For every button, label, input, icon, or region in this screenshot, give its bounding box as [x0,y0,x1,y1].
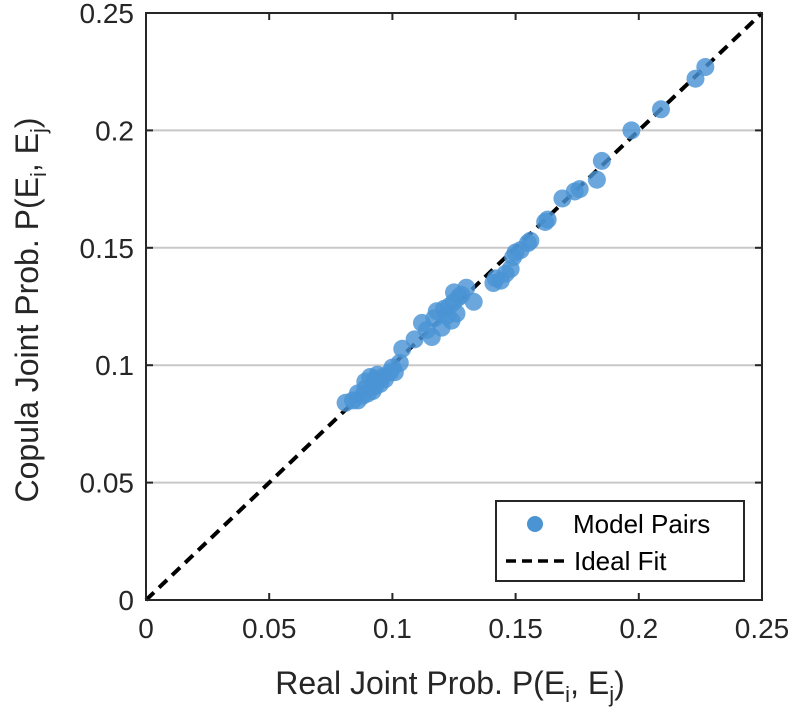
tick-labels: 0 0.05 0.1 0.15 0.2 0.25 0 0.05 0.1 0.15 0.2 0.25 [80,0,790,644]
y-axis-label-sub-j: j [26,128,51,134]
y-axis-label: Copula Joint Prob. P(Ei, Ej) [9,117,51,502]
data-point [622,121,641,140]
x-tick-label-0: 0 [138,613,154,644]
y-tick-label-3: 0.15 [80,233,135,264]
x-axis-label: Real Joint Prob. P(Ei, Ej) [275,665,624,707]
x-tick-label-2: 0.1 [373,613,412,644]
data-point [538,210,557,229]
legend-label-ideal-fit: Ideal Fit [574,546,667,576]
x-axis-label-sub-i: i [565,682,570,707]
legend-marker-model-pairs [527,516,543,532]
x-tick-label-1: 0.05 [242,613,297,644]
data-point [521,231,540,250]
axes [145,12,763,601]
y-tick-label-1: 0.05 [80,468,135,499]
data-point [570,180,589,199]
legend-label-model-pairs: Model Pairs [573,509,710,539]
data-point [686,69,705,88]
data-point [464,292,483,311]
legend: Model Pairs Ideal Fit [495,500,745,582]
plot-area-border [145,12,763,601]
y-axis-label-suffix: ) [9,117,45,128]
x-axis-label-prefix: Real Joint Prob. P(E [275,665,565,701]
data-point [457,278,476,297]
x-axis-label-sub-j: j [608,682,614,707]
x-axis-label-suffix: ) [614,665,625,701]
legend-box [495,500,745,582]
x-axis-label-mid: , E [570,665,609,701]
y-axis-label-prefix: Copula Joint Prob. P(E [9,177,45,503]
x-tick-label-4: 0.2 [619,613,658,644]
data-point [651,100,670,119]
data-point [390,353,409,372]
y-tick-label-4: 0.2 [95,115,134,146]
gridlines [146,129,762,484]
y-tick-label-0: 0 [118,585,134,616]
y-axis-label-sub-i: i [26,172,51,177]
y-tick-label-2: 0.1 [95,350,134,381]
data-points [336,58,715,412]
data-point [447,304,466,323]
data-point [587,170,606,189]
data-point [592,151,611,170]
data-point [393,339,412,358]
x-tick-label-5: 0.25 [735,613,790,644]
y-axis-label-mid: , E [9,133,45,172]
y-tick-label-5: 0.25 [80,0,135,29]
data-point [405,330,424,349]
data-point [696,58,715,77]
x-tick-label-3: 0.15 [488,613,543,644]
